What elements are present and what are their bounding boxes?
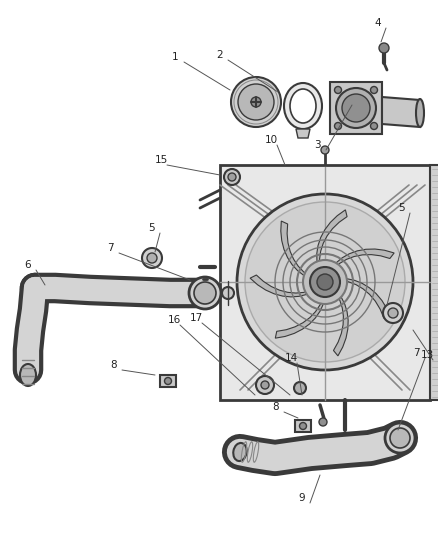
Circle shape xyxy=(294,382,306,394)
Text: 13: 13 xyxy=(421,350,434,360)
Text: 9: 9 xyxy=(298,493,304,503)
Polygon shape xyxy=(334,249,394,269)
Text: 8: 8 xyxy=(272,402,279,412)
Ellipse shape xyxy=(385,423,415,453)
Circle shape xyxy=(224,169,240,185)
Circle shape xyxy=(310,267,340,297)
Text: 6: 6 xyxy=(24,260,31,270)
Circle shape xyxy=(342,94,370,122)
Circle shape xyxy=(231,77,281,127)
Polygon shape xyxy=(250,275,311,297)
Circle shape xyxy=(228,173,236,181)
Circle shape xyxy=(147,253,157,263)
Circle shape xyxy=(379,43,389,53)
Ellipse shape xyxy=(20,364,36,386)
Circle shape xyxy=(336,88,376,128)
Ellipse shape xyxy=(390,428,410,448)
Circle shape xyxy=(383,303,403,323)
Circle shape xyxy=(251,97,261,107)
Circle shape xyxy=(142,248,162,268)
Text: 8: 8 xyxy=(110,360,117,370)
Text: 14: 14 xyxy=(285,353,298,363)
Text: 5: 5 xyxy=(398,203,405,213)
Circle shape xyxy=(238,84,274,120)
Text: 7: 7 xyxy=(413,348,420,358)
Bar xyxy=(295,420,311,432)
Circle shape xyxy=(371,123,378,130)
Polygon shape xyxy=(317,210,347,267)
Circle shape xyxy=(245,202,405,362)
Polygon shape xyxy=(333,294,348,356)
Bar xyxy=(160,375,176,387)
Circle shape xyxy=(317,274,333,290)
Circle shape xyxy=(321,146,329,154)
Text: 5: 5 xyxy=(148,223,155,233)
Circle shape xyxy=(303,260,347,304)
Circle shape xyxy=(335,123,342,130)
Circle shape xyxy=(300,423,307,430)
Bar xyxy=(220,165,430,400)
Bar xyxy=(330,82,382,134)
Ellipse shape xyxy=(233,443,247,461)
Text: 7: 7 xyxy=(107,243,113,253)
Ellipse shape xyxy=(222,287,234,299)
Text: 17: 17 xyxy=(190,313,203,323)
Circle shape xyxy=(319,418,327,426)
Bar xyxy=(430,165,438,400)
Text: 15: 15 xyxy=(155,155,168,165)
Polygon shape xyxy=(382,97,420,127)
Ellipse shape xyxy=(416,99,424,127)
Ellipse shape xyxy=(189,277,221,309)
Text: 2: 2 xyxy=(216,50,223,60)
Text: 3: 3 xyxy=(314,140,321,150)
Circle shape xyxy=(371,86,378,93)
Circle shape xyxy=(256,376,274,394)
Text: 10: 10 xyxy=(265,135,278,145)
Text: 16: 16 xyxy=(168,315,181,325)
Circle shape xyxy=(388,308,398,318)
Polygon shape xyxy=(341,279,391,318)
Circle shape xyxy=(237,194,413,370)
Circle shape xyxy=(165,377,172,384)
Circle shape xyxy=(335,86,342,93)
Text: 1: 1 xyxy=(172,52,179,62)
Ellipse shape xyxy=(194,282,216,304)
Circle shape xyxy=(261,381,269,389)
Polygon shape xyxy=(296,129,310,138)
Polygon shape xyxy=(281,221,310,277)
Ellipse shape xyxy=(290,89,316,123)
Ellipse shape xyxy=(284,83,322,129)
Text: 4: 4 xyxy=(374,18,381,28)
Polygon shape xyxy=(276,298,323,338)
